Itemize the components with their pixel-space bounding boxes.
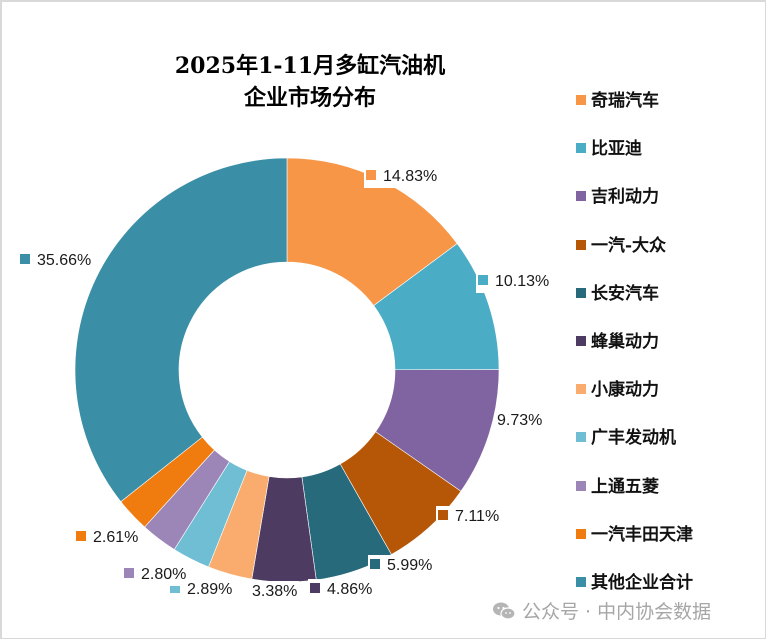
wechat-icon bbox=[492, 601, 516, 626]
legend-item: 比亚迪 bbox=[576, 136, 642, 162]
label-swatch-icon bbox=[310, 583, 320, 593]
legend-label: 长安汽车 bbox=[591, 283, 659, 304]
legend-item: 广丰发动机 bbox=[576, 425, 676, 451]
chart-title: 2025年1-11月多缸汽油机 企业市场分布 bbox=[150, 50, 470, 114]
label-swatch-icon bbox=[76, 531, 86, 541]
legend-item: 一汽-大众 bbox=[576, 233, 666, 259]
data-label: 9.73% bbox=[495, 410, 545, 432]
legend-item: 一汽丰田天津 bbox=[576, 522, 693, 548]
legend-label: 一汽丰田天津 bbox=[591, 524, 693, 545]
legend-swatch-icon bbox=[576, 336, 586, 346]
legend-swatch-icon bbox=[576, 287, 586, 298]
data-label: 2.80% bbox=[122, 564, 189, 586]
label-swatch-icon bbox=[366, 170, 376, 180]
legend-item: 其他企业合计 bbox=[576, 570, 693, 596]
legend-swatch-icon bbox=[576, 239, 586, 250]
legend-swatch-icon bbox=[576, 191, 586, 202]
legend-label: 上通五菱 bbox=[591, 476, 659, 497]
chart-title-line-2: 企业市场分布 bbox=[243, 85, 376, 111]
legend-item: 长安汽车 bbox=[576, 281, 659, 307]
legend-swatch-icon bbox=[576, 143, 586, 154]
label-swatch-icon bbox=[438, 510, 448, 520]
data-label: 10.13% bbox=[476, 271, 552, 293]
legend-swatch-icon bbox=[576, 577, 586, 587]
data-label: 14.83% bbox=[364, 166, 440, 188]
donut-slice bbox=[74, 157, 288, 503]
legend-label: 比亚迪 bbox=[591, 139, 642, 160]
legend-label: 蜂巢动力 bbox=[591, 332, 659, 352]
data-label-text: 4.86% bbox=[327, 581, 373, 598]
data-label-text: 5.99% bbox=[387, 557, 433, 574]
legend-label: 奇瑞汽车 bbox=[591, 91, 659, 111]
data-label-text: 10.13% bbox=[495, 273, 550, 290]
data-label-text: 7.11% bbox=[455, 508, 500, 525]
data-label: 3.38% bbox=[250, 581, 300, 603]
watermark-text: 公众号 · 中内协会数据 bbox=[522, 601, 712, 623]
legend-swatch-icon bbox=[576, 95, 586, 105]
data-label: 4.86% bbox=[308, 579, 375, 601]
legend-item: 奇瑞汽车 bbox=[576, 88, 659, 114]
label-swatch-icon bbox=[20, 254, 30, 264]
data-label-text: 9.73% bbox=[497, 412, 543, 429]
data-label: 2.61% bbox=[74, 527, 141, 549]
data-label-text: 3.38% bbox=[252, 583, 298, 600]
legend-label: 广丰发动机 bbox=[591, 428, 676, 449]
data-label-text: 35.66% bbox=[37, 252, 92, 269]
label-swatch-icon bbox=[170, 583, 180, 593]
label-swatch-icon bbox=[370, 559, 380, 569]
data-label-text: 14.83% bbox=[383, 168, 438, 185]
legend-swatch-icon bbox=[576, 480, 586, 491]
legend-swatch-icon bbox=[576, 432, 586, 443]
legend-swatch-icon bbox=[576, 384, 586, 395]
data-label-text: 2.89% bbox=[187, 581, 233, 598]
legend-item: 吉利动力 bbox=[576, 184, 659, 210]
label-swatch-icon bbox=[124, 568, 134, 578]
watermark: 公众号 · 中内协会数据 bbox=[492, 597, 711, 626]
data-label: 7.11% bbox=[436, 506, 502, 528]
legend-item: 蜂巢动力 bbox=[576, 329, 659, 355]
legend-label: 一汽-大众 bbox=[591, 235, 667, 256]
legend-label: 吉利动力 bbox=[591, 187, 659, 208]
chart-title-line-1: 2025年1-11月多缸汽油机 bbox=[174, 53, 446, 79]
legend-item: 上通五菱 bbox=[576, 474, 659, 500]
data-label: 5.99% bbox=[368, 555, 435, 577]
legend-item: 小康动力 bbox=[576, 377, 659, 403]
label-swatch-icon bbox=[478, 275, 488, 285]
legend-swatch-icon bbox=[576, 528, 586, 539]
data-label-text: 2.61% bbox=[93, 529, 139, 546]
donut-slice bbox=[286, 157, 458, 307]
legend-label: 小康动力 bbox=[591, 380, 659, 401]
legend-label: 其他企业合计 bbox=[591, 573, 693, 593]
data-label-text: 2.80% bbox=[141, 566, 187, 583]
data-label: 35.66% bbox=[18, 250, 94, 272]
